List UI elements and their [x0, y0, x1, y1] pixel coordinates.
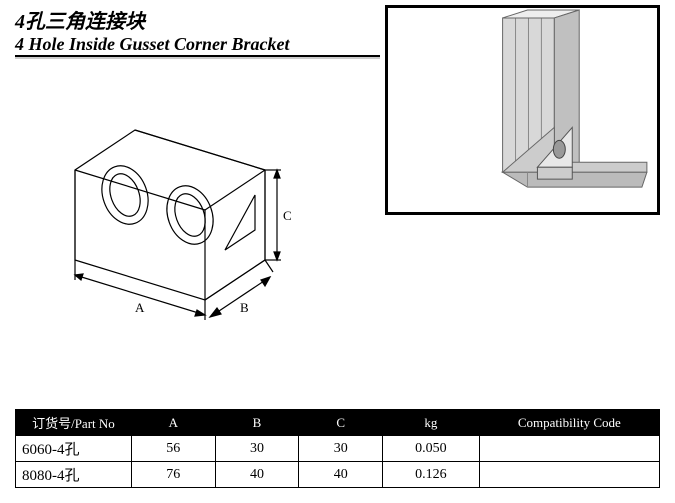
cell-partno: 6060-4孔	[16, 436, 132, 462]
col-partno: 订货号/Part No	[16, 410, 132, 436]
title-rule	[15, 55, 380, 57]
cell-c: 30	[299, 436, 383, 462]
col-compat: Compatibility Code	[479, 410, 659, 436]
cell-kg: 0.050	[383, 436, 480, 462]
dimension-diagram: A B C	[55, 100, 295, 340]
cell-b: 30	[215, 436, 299, 462]
cell-compat	[479, 462, 659, 488]
col-b: B	[215, 410, 299, 436]
table-row: 6060-4孔 56 30 30 0.050	[16, 436, 660, 462]
table-header-row: 订货号/Part No A B C kg Compatibility Code	[16, 410, 660, 436]
cell-kg: 0.126	[383, 462, 480, 488]
spec-table: 订货号/Part No A B C kg Compatibility Code …	[15, 409, 660, 488]
cell-b: 40	[215, 462, 299, 488]
table-row: 8080-4孔 76 40 40 0.126	[16, 462, 660, 488]
cell-partno: 8080-4孔	[16, 462, 132, 488]
col-c: C	[299, 410, 383, 436]
col-kg: kg	[383, 410, 480, 436]
dim-label-b: B	[240, 300, 249, 315]
cell-c: 40	[299, 462, 383, 488]
cell-a: 56	[131, 436, 215, 462]
product-photo	[385, 5, 660, 215]
dim-label-a: A	[135, 300, 145, 315]
cell-a: 76	[131, 462, 215, 488]
cell-compat	[479, 436, 659, 462]
dim-label-c: C	[283, 208, 292, 223]
col-a: A	[131, 410, 215, 436]
